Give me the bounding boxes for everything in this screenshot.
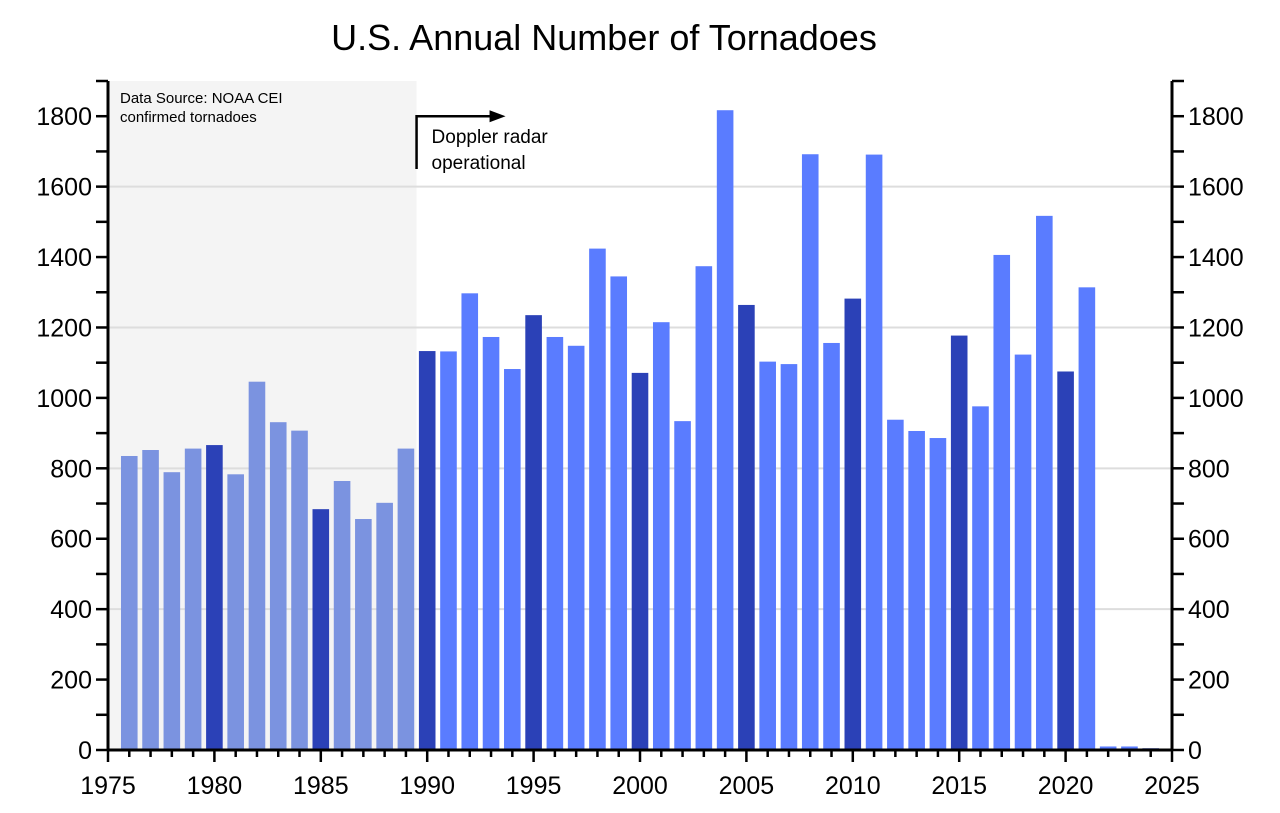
bar-2001 bbox=[652, 322, 670, 750]
bar-2006 bbox=[759, 361, 776, 750]
y-tick-label-right-800: 800 bbox=[1188, 455, 1230, 483]
x-tick-label-1980: 1980 bbox=[187, 772, 243, 800]
x-tick-label-1975: 1975 bbox=[80, 772, 136, 800]
y-tick-label-left-1800: 1800 bbox=[36, 103, 92, 131]
x-tick-label-2010: 2010 bbox=[825, 772, 881, 800]
y-tick-label-left-200: 200 bbox=[50, 667, 92, 695]
x-tick-label-2015: 2015 bbox=[931, 772, 987, 800]
bar-1982 bbox=[248, 381, 266, 750]
bar-1978 bbox=[163, 472, 181, 750]
bar-1988 bbox=[376, 502, 393, 750]
x-tick-label-2025: 2025 bbox=[1144, 772, 1200, 800]
y-tick-label-right-1400: 1400 bbox=[1188, 244, 1244, 272]
bar-1987 bbox=[355, 519, 372, 750]
bar-2011 bbox=[865, 154, 883, 751]
bar-2014 bbox=[929, 438, 947, 750]
bar-2008 bbox=[801, 154, 819, 750]
x-tick-label-1990: 1990 bbox=[399, 772, 455, 800]
bar-2004 bbox=[716, 110, 734, 751]
chart-title: U.S. Annual Number of Tornadoes bbox=[331, 17, 877, 58]
bar-1990 bbox=[418, 351, 436, 750]
bar-2009 bbox=[823, 342, 840, 750]
bar-2018 bbox=[1014, 354, 1032, 750]
y-tick-label-left-600: 600 bbox=[50, 526, 92, 554]
bar-1977 bbox=[142, 450, 159, 750]
doppler-annotation-line-2: operational bbox=[432, 153, 526, 174]
bar-1991 bbox=[440, 351, 457, 750]
bar-2019 bbox=[1036, 215, 1053, 750]
bar-1995 bbox=[525, 315, 542, 750]
bar-2003 bbox=[695, 266, 713, 750]
x-tick-label-2005: 2005 bbox=[719, 772, 775, 800]
y-tick-label-right-1600: 1600 bbox=[1188, 174, 1244, 202]
bar-2022 bbox=[1099, 746, 1117, 750]
doppler-annotation-line-1: Doppler radar bbox=[432, 127, 549, 148]
bar-1992 bbox=[461, 293, 479, 750]
y-tick-label-right-400: 400 bbox=[1188, 596, 1230, 624]
bar-1976 bbox=[120, 455, 138, 750]
bar-1997 bbox=[567, 345, 585, 750]
bar-2005 bbox=[738, 304, 755, 750]
bar-2012 bbox=[887, 419, 904, 750]
y-tick-label-left-1000: 1000 bbox=[36, 385, 92, 413]
x-tick-label-1985: 1985 bbox=[293, 772, 349, 800]
bar-1980 bbox=[206, 445, 223, 750]
doppler-annotation: Doppler radar operational bbox=[415, 110, 549, 174]
bar-2002 bbox=[674, 421, 691, 750]
bar-2016 bbox=[972, 406, 989, 750]
bar-2021 bbox=[1078, 287, 1096, 750]
y-tick-label-left-0: 0 bbox=[78, 737, 92, 765]
tick-labels: 0 0 200 200 400 400 600 600 800 800 1000 1000 1200 12… bbox=[36, 103, 1243, 800]
x-tick-label-1995: 1995 bbox=[506, 772, 562, 800]
y-tick-label-left-400: 400 bbox=[50, 596, 92, 624]
bar-1983 bbox=[269, 422, 287, 750]
y-tick-label-left-1600: 1600 bbox=[36, 174, 92, 202]
bar-1998 bbox=[589, 248, 606, 750]
y-tick-label-left-1200: 1200 bbox=[36, 314, 92, 342]
y-tick-label-left-1400: 1400 bbox=[36, 244, 92, 272]
y-tick-label-right-1800: 1800 bbox=[1188, 103, 1244, 131]
bar-1996 bbox=[546, 336, 564, 750]
bar-1994 bbox=[504, 369, 521, 750]
bar-1984 bbox=[291, 430, 308, 750]
bar-2023 bbox=[1121, 746, 1138, 750]
source-note-line-2: confirmed tornadoes bbox=[120, 109, 257, 126]
bar-1999 bbox=[610, 276, 628, 750]
x-tick-label-2000: 2000 bbox=[612, 772, 668, 800]
x-tick-label-2020: 2020 bbox=[1038, 772, 1094, 800]
source-note-line-1: Data Source: NOAA CEI bbox=[120, 90, 283, 107]
bar-2015 bbox=[950, 335, 968, 750]
bar-1981 bbox=[227, 474, 244, 750]
bar-1993 bbox=[482, 336, 500, 750]
doppler-annotation-arrowhead bbox=[489, 110, 506, 123]
axes bbox=[96, 79, 1184, 762]
bar-2007 bbox=[780, 364, 798, 750]
bar-1979 bbox=[184, 448, 202, 750]
bars bbox=[120, 110, 1160, 751]
bar-2000 bbox=[631, 372, 649, 750]
y-tick-label-right-600: 600 bbox=[1188, 526, 1230, 554]
bar-1985 bbox=[312, 509, 330, 750]
y-tick-label-right-1000: 1000 bbox=[1188, 385, 1244, 413]
bar-2010 bbox=[844, 298, 862, 750]
y-tick-label-left-800: 800 bbox=[50, 455, 92, 483]
bar-2013 bbox=[908, 430, 925, 750]
bar-1989 bbox=[397, 448, 415, 750]
bar-2020 bbox=[1057, 371, 1074, 750]
bar-2017 bbox=[993, 254, 1011, 750]
y-tick-label-right-0: 0 bbox=[1188, 737, 1202, 765]
bar-1986 bbox=[333, 480, 351, 750]
doppler-annotation-bracket bbox=[415, 114, 492, 170]
y-tick-label-right-1200: 1200 bbox=[1188, 314, 1244, 342]
y-tick-label-right-200: 200 bbox=[1188, 667, 1230, 695]
